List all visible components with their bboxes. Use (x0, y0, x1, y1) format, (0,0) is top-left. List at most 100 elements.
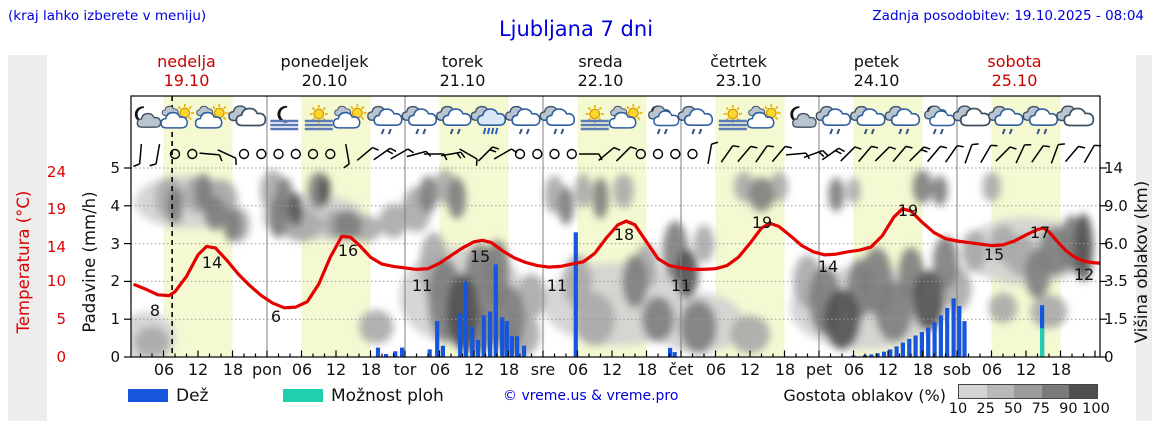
wind-barb-icon (149, 144, 161, 167)
svg-text:06: 06 (292, 360, 312, 379)
precip-tick-label: 4 (110, 196, 120, 215)
weather-icon-sun-fog (718, 104, 747, 131)
weather-icon-sun-fog (304, 104, 333, 131)
day-separators (266, 96, 958, 357)
cloud-scale-value: 100 (1082, 401, 1110, 417)
svg-text:19: 19 (898, 201, 918, 220)
shower-legend-label: Možnost ploh (331, 386, 444, 406)
wind-barb-icon (615, 146, 638, 162)
temp-tick-label: 5 (56, 310, 66, 328)
svg-text:06: 06 (430, 360, 450, 379)
plot-frame (130, 95, 1101, 358)
cloud-km-tick-label: 14 (1104, 159, 1124, 177)
wind-barb-icon (1050, 143, 1065, 164)
precipitation-bars (375, 232, 1045, 357)
wind-barb-icon (133, 143, 143, 168)
weather-icons-row (134, 103, 1095, 135)
wind-calm-icon (238, 148, 250, 160)
weather-icon-moon-cloud (134, 106, 162, 128)
cloud-km-tick-label: 1.5 (1104, 310, 1128, 329)
right-margin-strip (1136, 55, 1152, 421)
wind-calm-icon (670, 148, 681, 160)
wind-barb-icon (857, 145, 879, 163)
svg-text:11: 11 (547, 276, 567, 295)
wind-barb-icon (459, 148, 478, 166)
svg-text:18: 18 (499, 360, 519, 379)
day-date: 20.10 (301, 71, 348, 90)
wind-barb-icon (1064, 145, 1086, 163)
precip-tick-label: 0 (110, 348, 120, 366)
temp-tick-label: 24 (46, 163, 66, 181)
svg-text:12: 12 (188, 360, 208, 379)
svg-text:12: 12 (740, 360, 760, 379)
page-title: Ljubljana 7 dni (498, 17, 654, 41)
weather-icon-drizzle (850, 105, 886, 135)
svg-text:čet: čet (669, 360, 694, 379)
weather-icon-rain (470, 105, 507, 135)
wind-barb-icon (737, 145, 758, 163)
wind-barb-icon (874, 146, 896, 162)
wind-barb-icon (944, 145, 964, 163)
svg-text:18: 18 (637, 360, 657, 379)
svg-text:sob: sob (943, 360, 971, 379)
wind-barb-icon (840, 146, 862, 162)
svg-text:06: 06 (568, 360, 588, 379)
wind-barb-icon (803, 149, 829, 159)
temperature-curve (133, 207, 1100, 310)
svg-text:06: 06 (154, 360, 174, 379)
wind-calm-icon (687, 148, 698, 160)
svg-text:6: 6 (271, 307, 281, 326)
cloud-km-tick-label: 6.0 (1104, 234, 1128, 253)
day-header-sobota: sobota 25.10 (945, 53, 1085, 90)
weather-icon-sun-cloud (746, 103, 781, 129)
svg-text:tor: tor (394, 360, 417, 379)
svg-text:14: 14 (818, 257, 838, 276)
wind-calm-icon (532, 148, 543, 160)
temp-tick-label: 14 (46, 238, 66, 256)
day-date: 19.10 (163, 71, 210, 90)
weather-icon-drizzle (367, 105, 403, 135)
svg-text:pet: pet (806, 360, 832, 379)
svg-text:11: 11 (412, 276, 432, 295)
day-date: 25.10 (991, 71, 1038, 90)
day-header-torek: torek 21.10 (393, 53, 533, 90)
weather-icon-moon-drizzle (648, 105, 680, 135)
svg-text:06: 06 (844, 360, 864, 379)
precip-tick-label: 3 (110, 234, 120, 253)
svg-text:18: 18 (614, 225, 634, 244)
precip-tick-label: 1 (110, 310, 120, 329)
wind-calm-icon (290, 148, 301, 160)
day-date: 22.10 (577, 71, 624, 90)
weather-icon-sun-cloud (332, 103, 367, 129)
weather-icon-cloud (952, 105, 991, 127)
rain-legend-swatch (128, 389, 168, 402)
svg-text:18: 18 (1051, 360, 1071, 379)
wind-barb-icon (373, 147, 397, 161)
wind-calm-icon (273, 148, 284, 160)
wind-calm-icon (635, 148, 646, 160)
copyright-link[interactable]: © vreme.us & vreme.pro (503, 388, 679, 404)
weather-icon-drizzle (436, 105, 472, 135)
wind-barb-icon (964, 143, 979, 164)
cloud-density-label: Gostota oblakov (%) (783, 386, 946, 405)
svg-text:pon: pon (252, 360, 282, 379)
weather-icon-moon-drizzle (924, 105, 956, 135)
cloud-km-tick-label: 3.5 (1104, 272, 1128, 291)
axis-ticks (124, 167, 1107, 358)
weather-icon-cloud (228, 105, 267, 127)
wind-barb-icon (707, 141, 719, 164)
svg-text:18: 18 (361, 360, 381, 379)
day-header-nedelja: nedelja 19.10 (117, 53, 257, 90)
day-name: nedelja (157, 52, 216, 71)
weather-icon-moon-fog (270, 105, 299, 131)
weather-icon-drizzle (988, 105, 1024, 135)
wind-calm-icon (514, 148, 526, 160)
wind-barb-icon (343, 144, 350, 169)
wind-barb-icon (441, 151, 466, 159)
wind-barb-icon (1015, 144, 1032, 164)
cloud-km-tick-label: 9.0 (1104, 196, 1128, 215)
wind-barb-icon (356, 146, 379, 162)
wind-barb-icon (720, 145, 740, 163)
